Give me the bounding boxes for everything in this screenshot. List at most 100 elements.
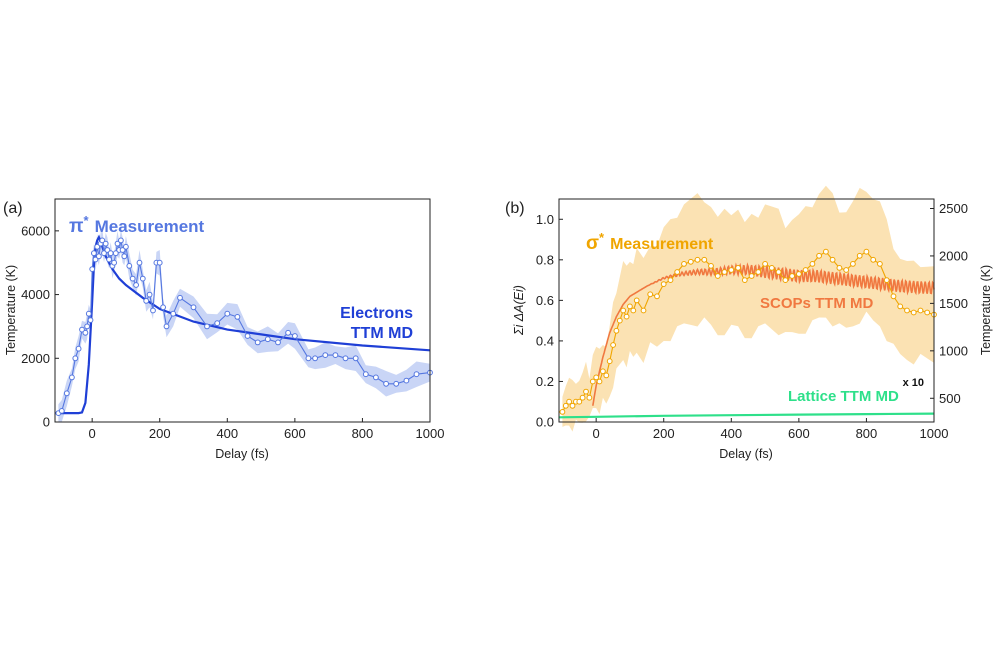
b-band-layer xyxy=(562,185,934,432)
a-measurement-point xyxy=(292,333,298,339)
a-measurement-point xyxy=(102,240,109,247)
b-measurement-point xyxy=(796,271,802,277)
b-measurement-point xyxy=(596,378,603,385)
a-band-layer xyxy=(58,227,431,422)
b-measurement-label: σ* Measurement xyxy=(586,230,714,254)
a-measurement-point xyxy=(214,320,221,327)
a-xtick-label: 0 xyxy=(89,426,96,441)
b-xtick-label: 800 xyxy=(856,426,878,441)
a-measurement-point xyxy=(254,339,261,346)
a-measurement-point xyxy=(114,240,121,247)
b-left-ytick-label: 0.4 xyxy=(536,333,554,348)
b-measurement-point xyxy=(809,261,816,267)
a-measurement-point xyxy=(96,253,102,260)
a-measurement-point xyxy=(224,310,231,317)
a-ticks-layer: 0 200 400 600 800 1000 0 2000 4000 6000 xyxy=(21,223,444,441)
a-plot-frame xyxy=(54,198,431,423)
b-left-ytick-label: 0.8 xyxy=(536,252,554,267)
a-ytick-label: 2000 xyxy=(21,351,50,366)
b-measurement-point xyxy=(583,388,589,395)
a-pi-symbol: π xyxy=(69,216,84,237)
b-measurement-point xyxy=(694,256,701,263)
b-measurement-point xyxy=(910,309,917,316)
b-measurement-point xyxy=(802,267,809,273)
b-measurement-point xyxy=(667,277,674,284)
b-measurement-point xyxy=(654,293,660,300)
a-pi-star: * xyxy=(84,213,90,228)
a-measurement-point xyxy=(123,243,129,250)
b-measurement-text: Measurement xyxy=(610,236,714,253)
b-right-ytick-label: 1500 xyxy=(939,296,968,311)
b-measurement-point xyxy=(586,394,593,401)
b-measurement-point xyxy=(606,358,613,365)
b-measurement-point xyxy=(708,263,714,269)
b-measurement-point xyxy=(789,273,795,279)
a-ytick-label: 4000 xyxy=(21,287,50,302)
b-measurement-point xyxy=(748,273,755,279)
b-left-ytick-label: 0.6 xyxy=(536,293,554,308)
a-electrons-ttm-md-line xyxy=(55,234,431,415)
a-measurement-point xyxy=(82,329,89,336)
b-series-layer xyxy=(558,248,937,419)
b-measurement-point xyxy=(630,307,637,314)
b-measurement-point xyxy=(850,261,856,267)
b-ticks-layer: 0 200 400 600 800 1000 0.0 0.2 0.4 0.6 0.8 1.0 500 10… xyxy=(536,201,968,441)
a-measurement-point xyxy=(85,310,92,317)
a-measurement-point xyxy=(106,256,112,263)
a-measurement-point xyxy=(129,275,136,282)
b-measurement-point xyxy=(613,327,620,334)
a-measurement-point xyxy=(204,323,210,330)
a-measurement-point xyxy=(133,282,140,288)
a-measurement-point xyxy=(139,275,146,282)
a-measurement-point xyxy=(146,291,153,298)
b-measurement-point xyxy=(870,256,877,263)
b-measurement-point xyxy=(877,261,883,267)
b-left-ytick-label: 0.2 xyxy=(536,374,554,389)
b-measurement-point xyxy=(687,258,694,265)
a-measurement-point xyxy=(383,380,390,387)
b-measurement-point xyxy=(883,277,890,284)
a-measurement-point xyxy=(79,326,85,333)
b-measurement-point xyxy=(775,269,782,275)
a-measurement-point xyxy=(403,377,410,384)
b-measurement-point xyxy=(640,307,647,314)
b-measurement-point xyxy=(623,313,630,320)
b-measurement-point xyxy=(762,261,768,267)
b-xtick-label: 400 xyxy=(720,426,742,441)
b-right-ytick-label: 2000 xyxy=(939,248,968,263)
b-plot-frame xyxy=(558,198,935,423)
a-measurement-point xyxy=(373,374,379,381)
a-xlabel: Delay (fs) xyxy=(215,447,268,461)
a-measurement-point xyxy=(285,329,292,336)
a-xtick-label: 600 xyxy=(284,426,306,441)
panel-a: (a) 0 200 400 600 800 1000 0 2000 4000 6000 Delay… xyxy=(3,198,444,461)
b-xtick-label: 200 xyxy=(653,426,675,441)
a-measurement-point xyxy=(322,352,329,359)
a-measurement-point xyxy=(170,310,177,317)
panel-b-label: (b) xyxy=(505,200,525,217)
a-measurement-point xyxy=(352,355,359,362)
b-measurement-point xyxy=(836,265,843,271)
a-measurement-point xyxy=(99,237,106,244)
a-measurement-point xyxy=(101,250,107,257)
a-measurement-label: π* Measurement xyxy=(69,213,205,237)
b-measurement-point xyxy=(633,297,640,304)
b-measurement-point xyxy=(856,252,863,259)
b-measurement-point xyxy=(714,273,721,279)
b-xlabel: Delay (fs) xyxy=(719,447,772,461)
a-ylabel: Temperature (K) xyxy=(4,265,18,355)
a-measurement-point xyxy=(177,294,183,301)
a-measurement-point xyxy=(58,408,65,414)
a-measurement-point xyxy=(126,263,133,269)
b-measurement-point xyxy=(782,277,789,284)
a-measurement-point xyxy=(156,259,163,266)
b-measurement-point xyxy=(603,372,610,379)
a-measurement-point xyxy=(94,243,101,250)
a-ytick-label: 6000 xyxy=(21,223,50,238)
b-measurement-point xyxy=(917,307,924,314)
b-measurement-point xyxy=(600,368,606,375)
b-measurement-point xyxy=(890,293,897,300)
a-measurement-point xyxy=(342,355,349,362)
b-measurement-point xyxy=(559,409,566,415)
